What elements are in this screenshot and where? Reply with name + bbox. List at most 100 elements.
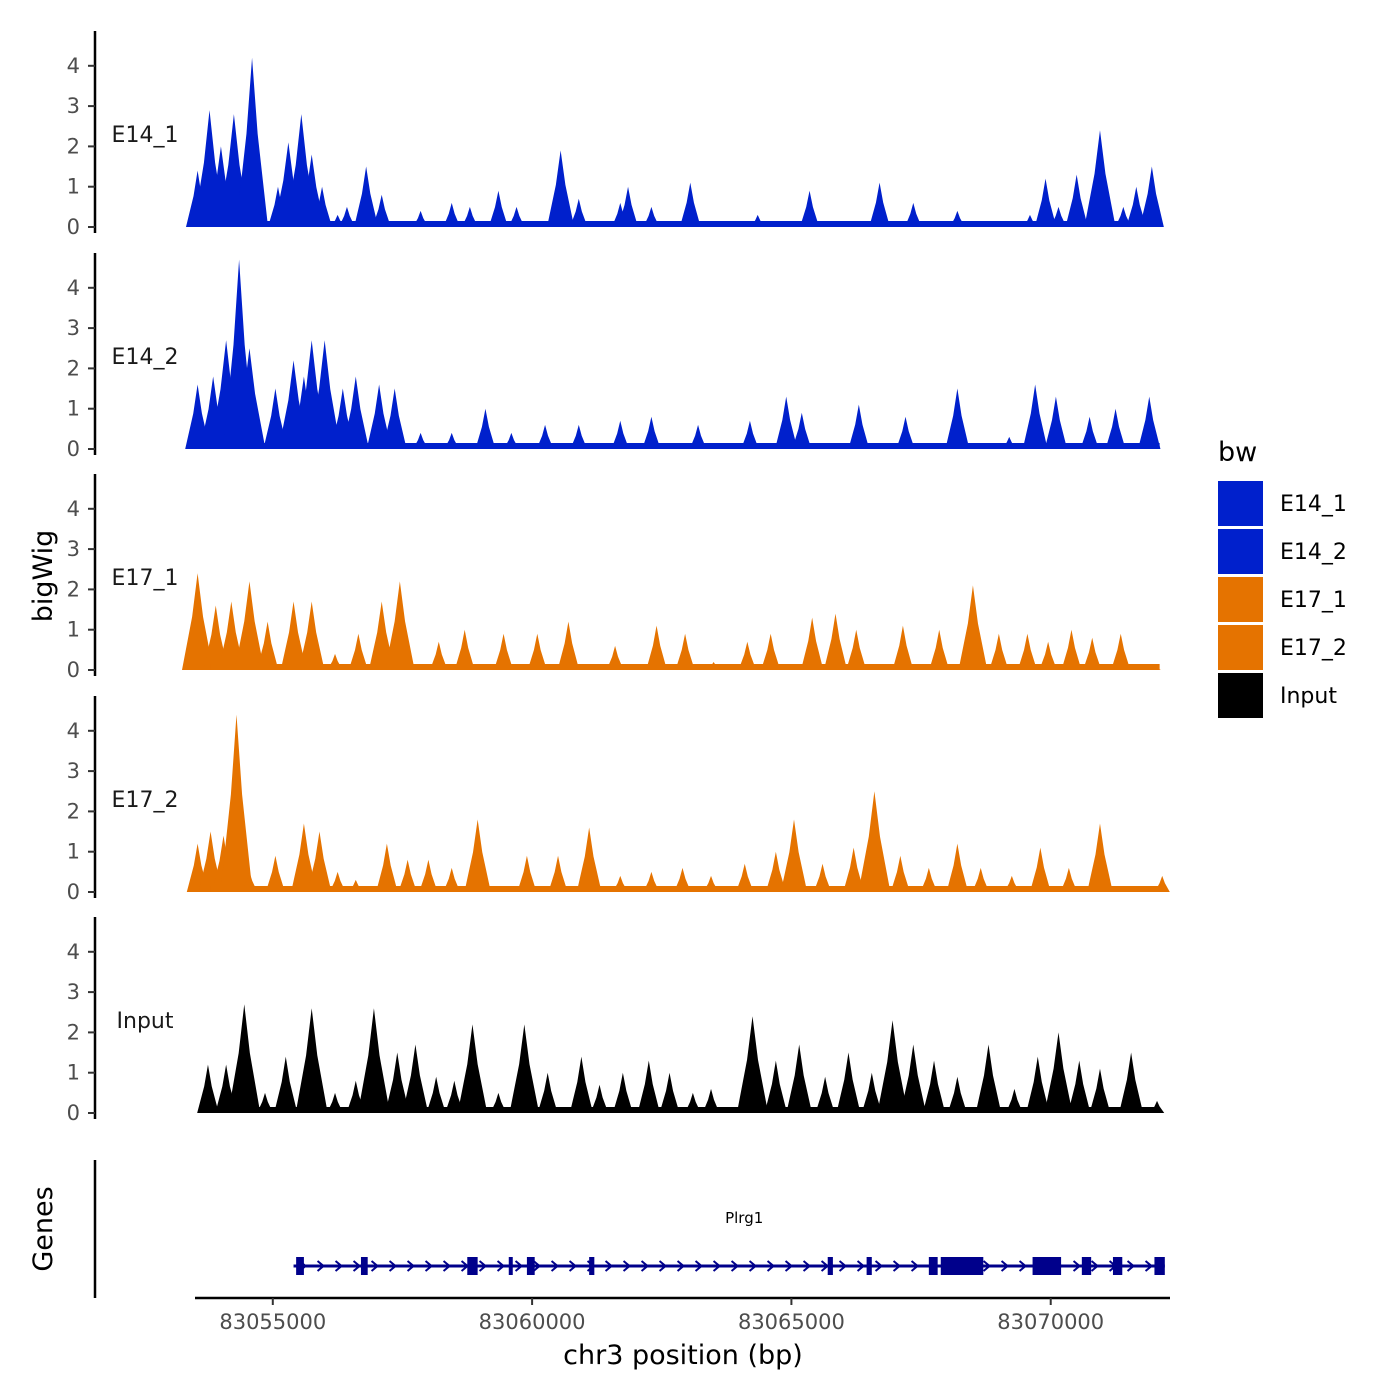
- legend-swatch: [1218, 481, 1263, 526]
- signal-peak: [702, 1088, 720, 1113]
- signal-peak: [815, 1076, 835, 1113]
- strand-arrow: [388, 1260, 398, 1272]
- signal-peak: [348, 633, 368, 670]
- track-label: E14_2: [112, 345, 179, 370]
- legend-swatch: [1218, 577, 1263, 622]
- signal-peak: [947, 1076, 967, 1113]
- signal-peak: [1029, 847, 1051, 892]
- signal-peak: [547, 150, 575, 227]
- signal-peak: [537, 1072, 558, 1113]
- signal-peak: [312, 186, 333, 227]
- y-tick-label: 0: [67, 215, 80, 239]
- signal-peak: [799, 190, 820, 227]
- signal-peak: [234, 581, 265, 670]
- signal-peak: [527, 633, 547, 670]
- signal-peak: [291, 823, 317, 892]
- track-label: E17_1: [112, 566, 179, 591]
- signal-peak: [1065, 174, 1088, 227]
- strand-arrow: [1018, 1260, 1028, 1272]
- signal-peak: [606, 645, 624, 670]
- signal-peak: [800, 617, 824, 670]
- signal-peak: [307, 831, 332, 892]
- signal-peak: [679, 182, 701, 227]
- signal-peak: [274, 1056, 298, 1113]
- signal-peak: [1138, 396, 1161, 449]
- strand-arrow: [514, 1260, 524, 1272]
- signal-peak: [1039, 641, 1057, 670]
- legend-label: Input: [1280, 684, 1337, 709]
- signal-peak: [735, 863, 754, 892]
- track-panel-e17-2: 0 1 2 3 4 E17_2: [67, 696, 1170, 904]
- signal-peak: [1139, 166, 1164, 227]
- signal-peak: [929, 629, 950, 670]
- y-tick-label: 4: [67, 719, 80, 743]
- signal-peak: [637, 1060, 660, 1113]
- signal-peak: [741, 420, 759, 449]
- signal-peak: [972, 867, 990, 892]
- exon: [296, 1257, 304, 1275]
- signal-peak: [569, 198, 588, 227]
- signal-peak: [308, 340, 341, 449]
- strand-arrow: [856, 1260, 866, 1272]
- exon: [1032, 1257, 1062, 1275]
- signal-peak: [920, 867, 938, 892]
- signal-peak: [445, 1080, 464, 1113]
- signal-peak: [989, 633, 1009, 670]
- signal-peak: [181, 573, 214, 670]
- strand-arrow: [424, 1260, 434, 1272]
- signal-peak: [443, 867, 461, 892]
- exon: [1081, 1257, 1092, 1275]
- signal-peak: [263, 388, 288, 449]
- signal-peak: [569, 1056, 593, 1113]
- legend-label: E14_1: [1280, 492, 1347, 517]
- x-tick-label: 83060000: [479, 1310, 586, 1334]
- strand-arrow: [370, 1260, 380, 1272]
- signal-baseline: [210, 664, 1160, 670]
- signal-peak: [256, 621, 279, 670]
- exon: [940, 1257, 984, 1275]
- signal-baseline: [210, 1107, 1160, 1113]
- strand-arrow: [1000, 1260, 1010, 1272]
- legend-swatch: [1218, 529, 1263, 574]
- signal-peak: [775, 396, 798, 449]
- signal-peak: [813, 863, 832, 892]
- strand-arrow: [442, 1260, 452, 1272]
- track-panel-e17-1: 0 1 2 3 4 E17_1: [67, 474, 1161, 682]
- legend-swatch: [1218, 625, 1263, 670]
- y-tick-label: 3: [67, 980, 80, 1004]
- signal-peak: [1026, 1056, 1050, 1113]
- strand-arrow: [334, 1260, 344, 1272]
- exon: [827, 1257, 833, 1275]
- strand-arrow: [640, 1260, 650, 1272]
- y-tick-label: 4: [67, 54, 80, 78]
- x-axis-title: chr3 position (bp): [563, 1340, 803, 1371]
- signal-peak: [922, 1060, 946, 1113]
- signal-peak: [426, 1076, 446, 1113]
- strand-arrow: [874, 1260, 884, 1272]
- strand-arrow: [712, 1260, 722, 1272]
- signal-peak: [295, 1008, 328, 1113]
- y-tick-label: 4: [67, 497, 80, 521]
- signal-peak: [454, 629, 475, 670]
- strand-arrow: [352, 1260, 362, 1272]
- strand-arrow: [784, 1260, 794, 1272]
- signal-peak: [674, 867, 691, 892]
- signal-peak: [738, 641, 757, 670]
- signal-peak: [612, 1072, 633, 1113]
- strand-arrow: [1072, 1260, 1082, 1272]
- signal-peak: [1017, 633, 1037, 670]
- exon: [866, 1257, 872, 1275]
- signal-peak: [1006, 1088, 1023, 1113]
- signal-peak: [646, 625, 667, 670]
- signal-peak: [382, 388, 407, 449]
- signal-baseline: [210, 221, 1160, 227]
- signal-peak: [786, 1044, 812, 1113]
- y-axis-title: bigWig: [28, 530, 59, 623]
- track-panel-e14-2: 0 1 2 3 4 E14_2: [67, 253, 1161, 461]
- strand-arrow: [910, 1260, 920, 1272]
- strand-arrow: [838, 1260, 848, 1272]
- track-panel-e14-1: 0 1 2 3 4 E14_1: [67, 31, 1164, 239]
- signal-peak: [764, 1060, 788, 1113]
- signal-peak: [218, 601, 245, 670]
- signal-peak: [861, 1072, 882, 1113]
